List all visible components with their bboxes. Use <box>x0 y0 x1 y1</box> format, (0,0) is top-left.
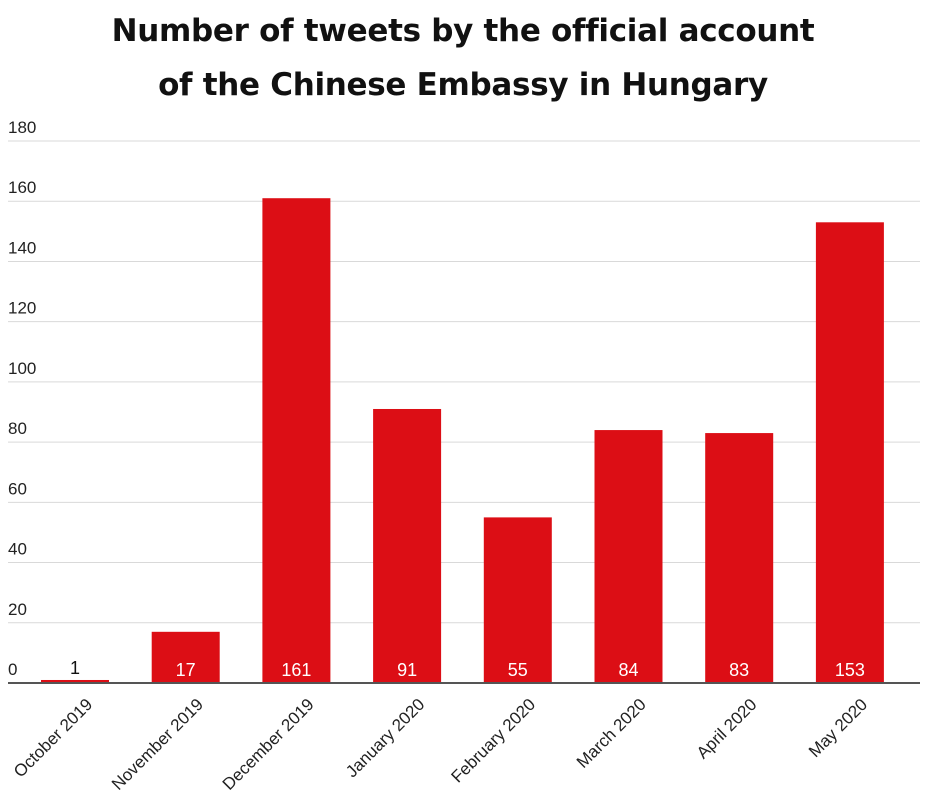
y-tick-label: 40 <box>8 540 27 559</box>
y-tick-label: 160 <box>8 178 36 197</box>
y-tick-label: 120 <box>8 299 36 318</box>
chart-title: Number of tweets by the official account… <box>0 4 926 112</box>
bar <box>705 433 774 683</box>
y-tick-label: 60 <box>8 479 27 498</box>
data-label: 1 <box>70 658 80 678</box>
data-labels: 1 17 161 91 55 84 83 153 <box>70 658 865 680</box>
y-tick-label: 80 <box>8 419 27 438</box>
bar <box>41 679 109 683</box>
x-category-label: April 2020 <box>693 695 761 763</box>
x-category-label: October 2019 <box>10 695 96 781</box>
y-tick-label: 140 <box>8 238 36 257</box>
chart-title-line-1: Number of tweets by the official account <box>111 13 815 49</box>
x-axis-category-labels: October 2019 November 2019 December 2019 Ja… <box>10 695 871 794</box>
x-category-label: March 2020 <box>573 695 650 772</box>
x-category-label: January 2020 <box>342 695 428 781</box>
bar <box>594 430 663 683</box>
bar <box>483 517 552 683</box>
bar <box>151 631 220 683</box>
y-tick-label: 180 <box>8 118 36 137</box>
bar <box>815 222 884 684</box>
data-label: 153 <box>835 660 865 680</box>
data-label: 55 <box>508 660 528 680</box>
bars <box>41 198 884 684</box>
x-category-label: February 2020 <box>447 695 539 787</box>
data-label: 83 <box>729 660 749 680</box>
data-label: 161 <box>281 660 311 680</box>
bar <box>373 408 442 683</box>
y-tick-label: 100 <box>8 359 36 378</box>
y-tick-label: 0 <box>8 660 17 679</box>
x-category-label: November 2019 <box>108 695 207 794</box>
chart-title-line-2: of the Chinese Embassy in Hungary <box>158 67 768 103</box>
y-axis-tick-labels: 0 20 40 60 80 100 120 140 160 180 <box>8 118 36 679</box>
data-label: 17 <box>176 660 196 680</box>
grid-lines <box>8 140 920 624</box>
x-category-label: May 2020 <box>805 695 871 761</box>
bar <box>262 198 331 683</box>
data-label: 84 <box>618 660 638 680</box>
y-tick-label: 20 <box>8 600 27 619</box>
data-label: 91 <box>397 660 417 680</box>
x-category-label: December 2019 <box>219 695 318 794</box>
